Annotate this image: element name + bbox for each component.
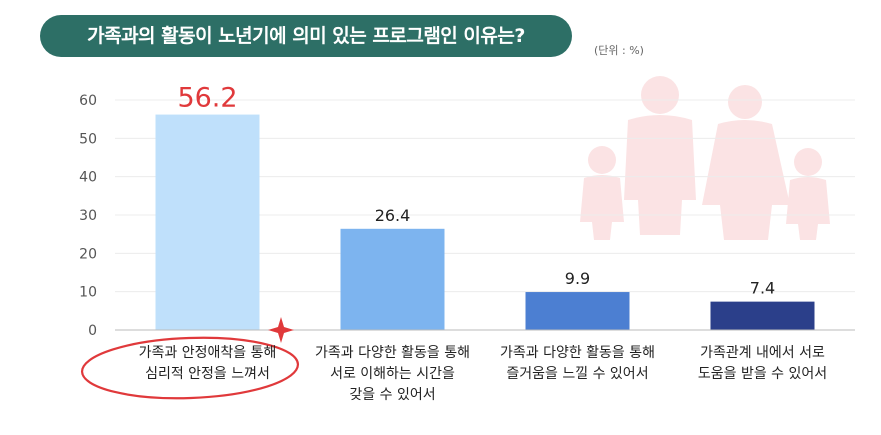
x-tick-label: 가족관계 내에서 서로 도움을 받을 수 있어서 — [697, 345, 828, 382]
x-tick-label: 가족과 안정애착을 통해 심리적 안정을 느껴서 — [138, 345, 277, 382]
bar — [155, 114, 260, 330]
family-silhouette-icon — [580, 76, 830, 240]
chart-title: 가족과의 활동이 노년기에 의미 있는 프로그램인 이유는? — [40, 15, 572, 57]
unit-label: (단위 : %) — [594, 44, 644, 57]
bars — [155, 114, 815, 330]
value-label: 7.4 — [750, 279, 775, 298]
value-label: 9.9 — [565, 269, 590, 288]
value-label: 26.4 — [375, 206, 411, 225]
star-icon — [268, 317, 294, 343]
highlight-circle — [80, 336, 300, 400]
y-axis: 0 10 20 30 40 50 60 — [79, 93, 97, 339]
y-tick-label: 10 — [79, 285, 97, 301]
bar — [340, 228, 445, 330]
bar — [525, 292, 630, 330]
y-tick-label: 30 — [79, 208, 97, 224]
bar — [710, 301, 815, 330]
y-tick-label: 0 — [88, 323, 97, 339]
value-labels: 56.2 26.4 9.9 7.4 — [177, 83, 775, 298]
x-tick-label: 가족과 다양한 활동을 통해 즐거움을 느낄 수 있어서 — [499, 345, 656, 382]
y-tick-label: 40 — [79, 170, 97, 186]
y-tick-label: 60 — [79, 93, 97, 109]
x-tick-label: 가족과 다양한 활동을 통해 서로 이해하는 시간을 갖을 수 있어서 — [314, 345, 471, 403]
y-tick-label: 50 — [79, 131, 97, 147]
value-label: 56.2 — [177, 83, 237, 114]
y-tick-label: 20 — [79, 246, 97, 262]
